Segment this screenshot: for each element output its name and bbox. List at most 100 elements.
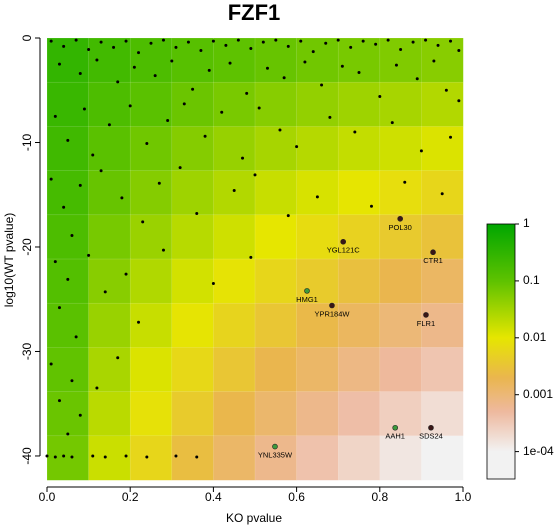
gene-label: FLR1 (417, 319, 435, 328)
heatmap-cell (296, 170, 339, 216)
point (369, 204, 373, 208)
point (211, 39, 215, 43)
heatmap-cell (254, 37, 298, 83)
heatmap-cell (213, 258, 256, 304)
heatmap-cell (254, 391, 298, 437)
heatmap-cell (129, 170, 173, 216)
point (170, 59, 174, 63)
point (424, 38, 428, 42)
colorbar-tick-label: 1 (523, 216, 530, 230)
point (120, 196, 124, 200)
point (265, 66, 269, 70)
point (49, 177, 53, 181)
point (53, 114, 57, 118)
heatmap-cell (46, 214, 90, 260)
heatmap-cell (337, 435, 381, 481)
point (374, 42, 378, 46)
colorbar-tick-label: 0.1 (523, 273, 540, 287)
point (186, 40, 190, 44)
colorbar-tick-label: 0.001 (523, 387, 553, 401)
point (199, 49, 203, 53)
heatmap-cell (88, 391, 131, 437)
heatmap-cell (421, 126, 464, 172)
point (49, 362, 53, 366)
point (311, 50, 315, 54)
heatmap-cell (213, 435, 256, 481)
point (124, 39, 128, 43)
gene-label: YGL121C (327, 246, 361, 255)
point (99, 40, 103, 44)
heatmap-cell (88, 37, 131, 83)
point (103, 290, 107, 294)
colorbar-tick-label: 1e-04 (523, 444, 554, 458)
point (349, 45, 353, 49)
point (386, 38, 390, 42)
heatmap-cell (421, 258, 464, 304)
y-axis-label: log10(WT pvalue) (2, 213, 16, 308)
x-tick-label: 0.8 (371, 490, 388, 504)
gene-point (430, 249, 436, 256)
heatmap-cell (171, 258, 214, 304)
point (87, 253, 91, 257)
heatmap-cell (213, 81, 256, 127)
heatmap-cell (129, 435, 173, 481)
heatmap-cell (129, 81, 173, 127)
heatmap-cell (254, 126, 298, 172)
heatmap-cell (129, 302, 173, 348)
heatmap-cell (421, 302, 464, 348)
point (195, 455, 199, 459)
point (249, 46, 253, 50)
heatmap-cell (129, 214, 173, 260)
heatmap-cell (129, 391, 173, 437)
point (295, 145, 299, 149)
point (91, 454, 95, 458)
heatmap-cell (254, 214, 298, 260)
heatmap-cell (213, 391, 256, 437)
gene-point (423, 312, 429, 318)
heatmap-cell (379, 391, 422, 437)
point (174, 45, 178, 49)
heatmap-cell (379, 37, 422, 83)
point (62, 454, 66, 458)
point (357, 70, 361, 74)
point (103, 455, 107, 459)
point (141, 220, 145, 224)
gene-label: YPR184W (314, 309, 350, 318)
point (324, 41, 328, 45)
point (432, 59, 436, 63)
heatmap-cell (379, 170, 422, 216)
heatmap-cell (421, 37, 464, 83)
heatmap-cell (46, 170, 90, 216)
heatmap-cell (421, 214, 464, 260)
heatmap-cell (296, 126, 339, 172)
point (57, 399, 61, 403)
point (232, 189, 236, 193)
chart-title: FZF1 (228, 0, 281, 25)
heatmap-cell (337, 347, 381, 393)
heatmap-cell (421, 347, 464, 393)
heatmap-cell (46, 435, 90, 481)
point (390, 121, 394, 125)
point (457, 99, 461, 103)
point (449, 39, 453, 43)
colorbar (486, 223, 516, 480)
gene-label: HMG1 (296, 295, 318, 304)
point (286, 214, 290, 218)
heatmap-cell (379, 302, 422, 348)
gene-point (428, 424, 434, 431)
heatmap-cell (379, 435, 422, 481)
point (419, 149, 423, 153)
heatmap-cell (213, 126, 256, 172)
heatmap-cell (46, 391, 90, 437)
heatmap-cell (213, 37, 256, 83)
point (174, 454, 178, 458)
point (70, 379, 74, 383)
heatmap-cell (254, 302, 298, 348)
point (95, 386, 99, 390)
point (137, 51, 141, 55)
point (278, 128, 282, 132)
heatmap-cell (213, 170, 256, 216)
point (299, 39, 303, 43)
y-tick-label: -10 (20, 133, 34, 151)
point (328, 115, 332, 119)
